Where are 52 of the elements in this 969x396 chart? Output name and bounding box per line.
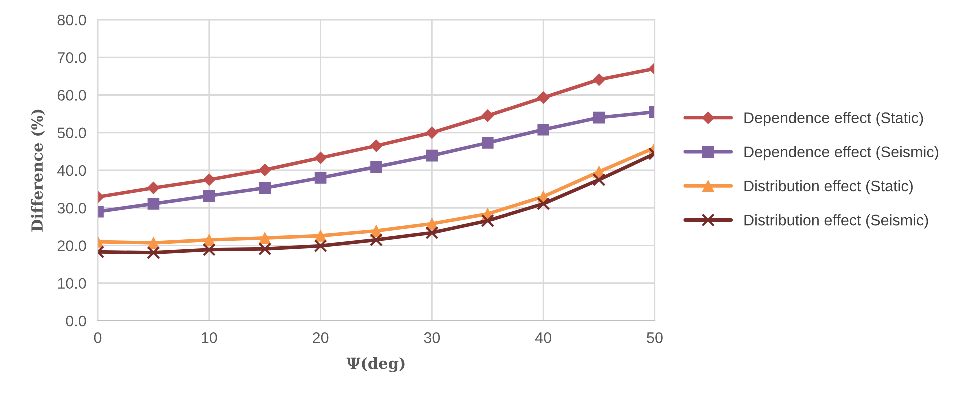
point xyxy=(258,242,272,256)
y-tick-label: 30.0 xyxy=(58,202,86,214)
point xyxy=(259,232,272,244)
point xyxy=(481,214,494,228)
point xyxy=(538,124,550,136)
legend-label: Distribution effect (Static) xyxy=(744,180,913,195)
point xyxy=(426,126,438,140)
point xyxy=(147,246,160,260)
point xyxy=(426,150,438,162)
x-axis-title: Ψ(deg) xyxy=(346,357,405,372)
y-tick-label: 70.0 xyxy=(58,52,86,64)
x-tick-label: 0 xyxy=(94,332,102,344)
x-tick-label: 30 xyxy=(424,332,440,344)
point xyxy=(370,161,382,174)
x-tick-label: 10 xyxy=(202,332,218,344)
x-tick-label: 40 xyxy=(535,332,552,344)
point xyxy=(314,230,327,242)
y-tick-label: 50.0 xyxy=(58,128,86,139)
point xyxy=(370,234,384,247)
point xyxy=(314,240,328,253)
y-tick-label: 40.0 xyxy=(58,165,86,176)
point xyxy=(370,140,383,152)
y-tick-label: 10.0 xyxy=(58,278,86,290)
point xyxy=(482,110,494,122)
point xyxy=(203,190,216,202)
point xyxy=(537,197,550,211)
legend-label: Dependence effect (Static) xyxy=(744,112,924,126)
point xyxy=(426,226,439,240)
point xyxy=(202,243,216,256)
point xyxy=(592,173,606,187)
point xyxy=(148,237,160,250)
point xyxy=(537,92,550,104)
legend-label: Dependence effect (Seismic) xyxy=(744,146,938,161)
point xyxy=(593,74,606,86)
x-tick-label: 50 xyxy=(647,332,663,344)
point xyxy=(259,182,272,194)
point xyxy=(258,164,272,176)
x-tick-label: 20 xyxy=(313,332,329,344)
y-tick-label: 80.0 xyxy=(58,14,86,26)
point xyxy=(593,112,606,124)
point xyxy=(482,137,494,149)
y-tick-label: 0.0 xyxy=(66,316,86,327)
y-tick-label: 20.0 xyxy=(58,240,86,252)
point xyxy=(314,172,327,184)
point xyxy=(203,234,216,246)
y-axis-title: Difference (%) xyxy=(31,110,46,232)
point xyxy=(147,182,160,194)
point xyxy=(314,152,328,164)
legend-label: Distribution effect (Seismic) xyxy=(744,214,928,229)
point xyxy=(203,174,216,186)
y-tick-label: 60.0 xyxy=(58,90,86,101)
point xyxy=(148,198,160,210)
